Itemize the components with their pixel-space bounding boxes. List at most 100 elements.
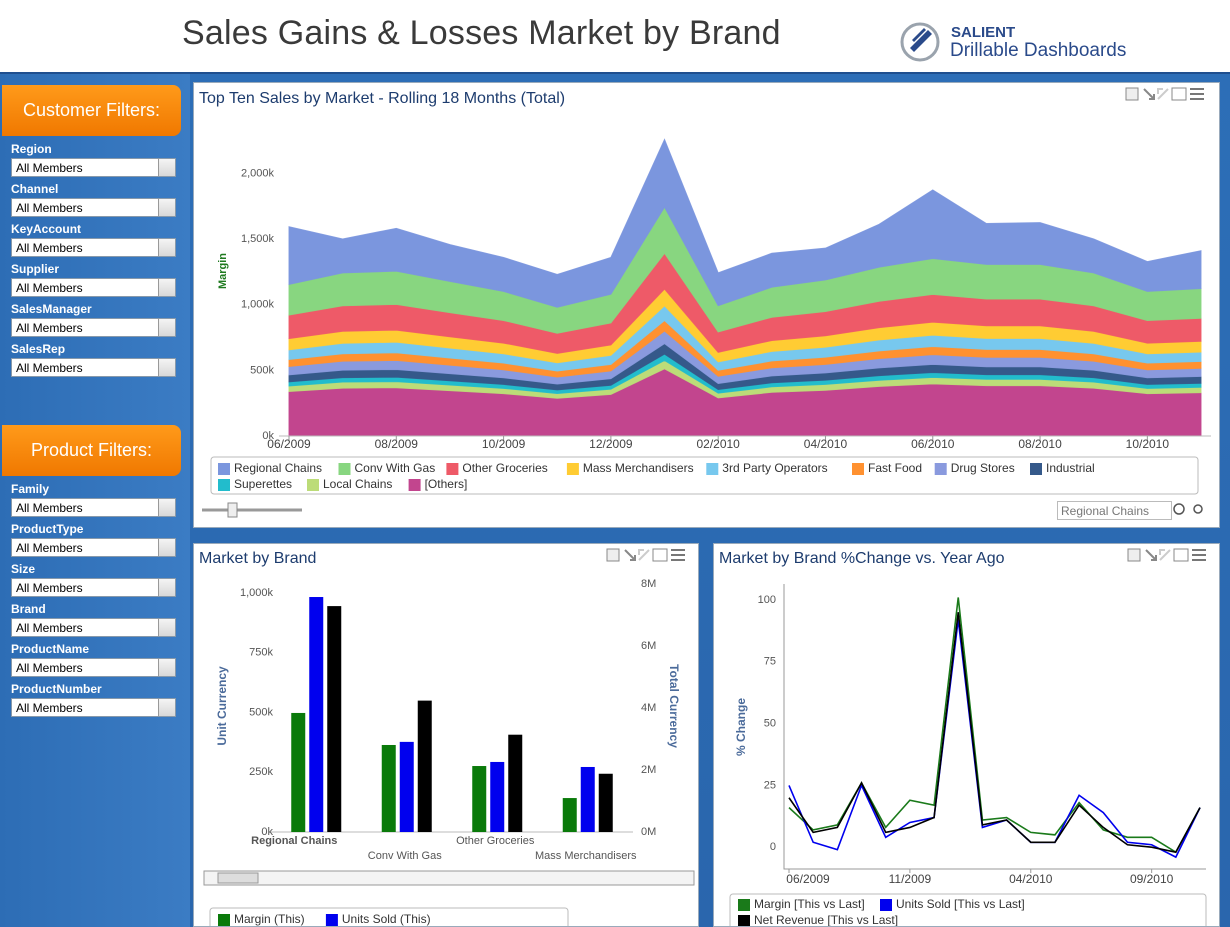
bar[interactable] — [309, 597, 324, 832]
bar[interactable] — [399, 741, 414, 832]
legend-label[interactable]: Units Sold [This vs Last] — [896, 897, 1025, 911]
filter-select[interactable]: All Members — [11, 238, 176, 257]
legend-swatch[interactable] — [218, 914, 230, 926]
legend-label[interactable]: Regional Chains — [234, 461, 322, 475]
y2-tick-label: 0M — [641, 826, 656, 838]
x-tick-label: 02/2010 — [696, 437, 740, 451]
legend-swatch[interactable] — [1030, 463, 1042, 475]
y-tick-label: 75 — [764, 656, 776, 668]
filter-group-title: Product Filters: — [2, 425, 181, 476]
bar[interactable] — [598, 773, 613, 832]
legend-swatch[interactable] — [338, 463, 351, 475]
export-icon[interactable] — [1125, 87, 1139, 101]
legend-label[interactable]: Conv With Gas — [355, 461, 436, 475]
filter-select[interactable]: All Members — [11, 698, 176, 717]
legend-swatch[interactable] — [934, 463, 947, 475]
scroll-thumb[interactable] — [217, 872, 259, 884]
filter-select[interactable]: All Members — [11, 318, 176, 337]
x-tick-label: 10/2009 — [482, 437, 526, 451]
chart: Market by Brand 0k 250k 500k 750k 1,000k 0M 2M 4… — [199, 548, 695, 926]
legend-label[interactable]: Units Sold (This) — [342, 912, 431, 926]
export-icon[interactable] — [606, 548, 620, 562]
legend-swatch[interactable] — [218, 479, 230, 491]
legend-swatch[interactable] — [738, 899, 750, 911]
slider-handle[interactable] — [227, 502, 238, 518]
x-tick-label: 08/2010 — [1018, 437, 1062, 451]
legend-label[interactable]: [Others] — [425, 477, 468, 491]
legend-label[interactable]: Margin [This vs Last] — [754, 897, 865, 911]
x-tick-label: Mass Merchandisers — [535, 850, 637, 862]
drill-up-icon[interactable] — [1159, 549, 1171, 561]
legend-swatch[interactable] — [408, 479, 421, 491]
filter-select[interactable]: All Members — [11, 358, 176, 377]
grid-icon[interactable] — [1171, 87, 1187, 101]
legend-box — [729, 893, 1207, 926]
panel: Market by Brand %Change vs. Year Ago 0 25 5… — [713, 543, 1220, 927]
area — [288, 138, 1202, 308]
filter-select[interactable]: All Members — [11, 278, 176, 297]
filter-select[interactable]: All Members — [11, 658, 176, 677]
bar[interactable] — [490, 761, 505, 832]
bar[interactable] — [417, 700, 432, 832]
legend-swatch[interactable] — [218, 463, 230, 475]
filter-select[interactable]: All Members — [11, 618, 176, 637]
drill-up-icon[interactable] — [638, 549, 650, 561]
legend-label[interactable]: Industrial — [1046, 461, 1095, 475]
y-tick-label: 500k — [249, 706, 273, 718]
drill-icon[interactable] — [1143, 88, 1155, 100]
legend-swatch[interactable] — [852, 463, 864, 475]
bar[interactable] — [580, 766, 595, 832]
y2-tick-label: 8M — [641, 578, 656, 590]
legend-label[interactable]: Local Chains — [323, 477, 392, 491]
drill-icon[interactable] — [624, 549, 636, 561]
legend-swatch[interactable] — [307, 479, 319, 491]
panel-title: Market by Brand — [199, 550, 316, 567]
legend-label[interactable]: Fast Food — [868, 461, 922, 475]
filter-select[interactable]: All Members — [11, 198, 176, 217]
legend-label[interactable]: Margin (This) — [234, 912, 305, 926]
legend-swatch[interactable] — [880, 899, 892, 911]
search-box[interactable]: Regional Chains — [1057, 501, 1172, 520]
bar[interactable] — [472, 766, 487, 832]
x-tick-label: 08/2009 — [375, 437, 419, 451]
panel: Top Ten Sales by Market - Rolling 18 Mon… — [193, 82, 1220, 528]
filter-label: Size — [11, 562, 36, 576]
grid-icon[interactable] — [652, 548, 668, 562]
filter-select[interactable]: All Members — [11, 498, 176, 517]
menu-icon[interactable] — [671, 549, 685, 561]
bar[interactable] — [562, 798, 577, 832]
filter-select[interactable]: All Members — [11, 158, 176, 177]
filter-select[interactable]: All Members — [11, 578, 176, 597]
legend-swatch[interactable] — [446, 463, 459, 475]
x-tick-label: 09/2010 — [1130, 872, 1174, 886]
grid-icon[interactable] — [1173, 548, 1189, 562]
legend-label[interactable]: Other Groceries — [462, 461, 547, 475]
legend-label[interactable]: Net Revenue [This vs Last] — [754, 913, 898, 927]
legend-label[interactable]: Superettes — [234, 477, 292, 491]
legend-label[interactable]: Drug Stores — [951, 461, 1015, 475]
search-icon[interactable] — [1173, 503, 1185, 515]
bar[interactable] — [327, 606, 342, 832]
legend-label[interactable]: Mass Merchandisers — [583, 461, 694, 475]
bar[interactable] — [291, 712, 306, 832]
bar[interactable] — [508, 734, 523, 832]
filter-group-title: Customer Filters: — [2, 85, 181, 136]
filter-select[interactable]: All Members — [11, 538, 176, 557]
y-tick-label: 250k — [249, 766, 273, 778]
legend-swatch[interactable] — [706, 463, 719, 475]
chart: Market by Brand %Change vs. Year Ago 0 25 5… — [719, 548, 1207, 927]
scrollbar[interactable] — [203, 870, 695, 886]
legend-label[interactable]: 3rd Party Operators — [722, 461, 827, 475]
filter-label: SalesRep — [11, 342, 66, 356]
legend-swatch[interactable] — [738, 915, 750, 927]
drill-up-icon[interactable] — [1157, 88, 1169, 100]
bar[interactable] — [381, 744, 396, 832]
menu-icon[interactable] — [1190, 88, 1204, 100]
drill-icon[interactable] — [1145, 549, 1157, 561]
add-icon[interactable] — [1193, 504, 1203, 514]
panel-title: Top Ten Sales by Market - Rolling 18 Mon… — [199, 90, 565, 107]
legend-swatch[interactable] — [566, 463, 579, 475]
export-icon[interactable] — [1127, 548, 1141, 562]
legend-swatch[interactable] — [325, 914, 338, 926]
menu-icon[interactable] — [1192, 549, 1206, 561]
